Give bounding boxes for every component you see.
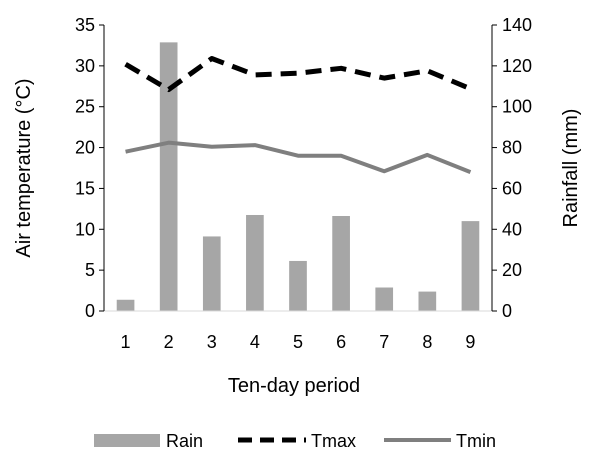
left-tick-label: 15 (75, 178, 95, 198)
x-tick-label: 5 (293, 332, 303, 352)
bar-rain-6 (332, 216, 350, 311)
bar-rain-8 (418, 291, 437, 311)
left-tick-label: 10 (75, 219, 95, 239)
right-tick-label: 140 (502, 15, 532, 35)
left-tick-label: 0 (85, 301, 95, 321)
right-tick-label: 100 (502, 97, 532, 117)
legend-item-tmin: Tmin (384, 431, 496, 451)
left-tick-label: 30 (75, 56, 95, 76)
right-tick-label: 60 (502, 178, 522, 198)
legend-label-rain: Rain (166, 431, 203, 450)
right-tick-label: 20 (502, 260, 522, 280)
axes: 0 5 10 15 20 25 30 35 0 20 40 60 80 100 120 140 1 2 3 4 5 6 7 8… (75, 15, 532, 352)
left-axis-title: Air temperature (°C) (13, 78, 35, 257)
x-tick-label: 2 (164, 332, 174, 352)
right-tick-label: 0 (502, 301, 512, 321)
right-tick-label: 40 (502, 219, 522, 239)
left-tick-label: 5 (85, 260, 95, 280)
x-tick-label: 1 (121, 332, 131, 352)
legend-item-rain: Rain (94, 431, 203, 451)
x-tick-label: 7 (379, 332, 389, 352)
x-tick-label: 3 (207, 332, 217, 352)
plot-area (116, 42, 480, 311)
x-axis-title: Ten-day period (228, 375, 360, 397)
bar-rain-4 (246, 214, 264, 311)
legend: Rain Tmax Tmin (94, 431, 496, 451)
legend-swatch-rain (94, 434, 160, 447)
right-axis-title: Rainfall (mm) (560, 109, 582, 228)
x-tick-label: 9 (465, 332, 475, 352)
x-tick-label: 4 (250, 332, 260, 352)
bar-rain-5 (289, 260, 307, 311)
x-tick-label: 8 (422, 332, 432, 352)
right-tick-label: 120 (502, 56, 532, 76)
bar-rain-3 (202, 236, 221, 311)
left-tick-label: 35 (75, 15, 95, 35)
legend-item-tmax: Tmax (238, 431, 356, 451)
bar-rain-9 (461, 221, 480, 311)
legend-label-tmin: Tmin (456, 431, 496, 450)
x-tick-label: 6 (336, 332, 346, 352)
left-tick-label: 25 (75, 97, 95, 117)
left-tick-label: 20 (75, 138, 95, 158)
line-tmax (124, 56, 472, 93)
right-tick-label: 80 (502, 138, 522, 158)
line-tmin (125, 140, 472, 174)
bar-rain-2 (159, 42, 178, 311)
bar-rain-7 (375, 287, 394, 311)
bar-rain-1 (116, 299, 135, 311)
legend-label-tmax: Tmax (311, 431, 356, 450)
